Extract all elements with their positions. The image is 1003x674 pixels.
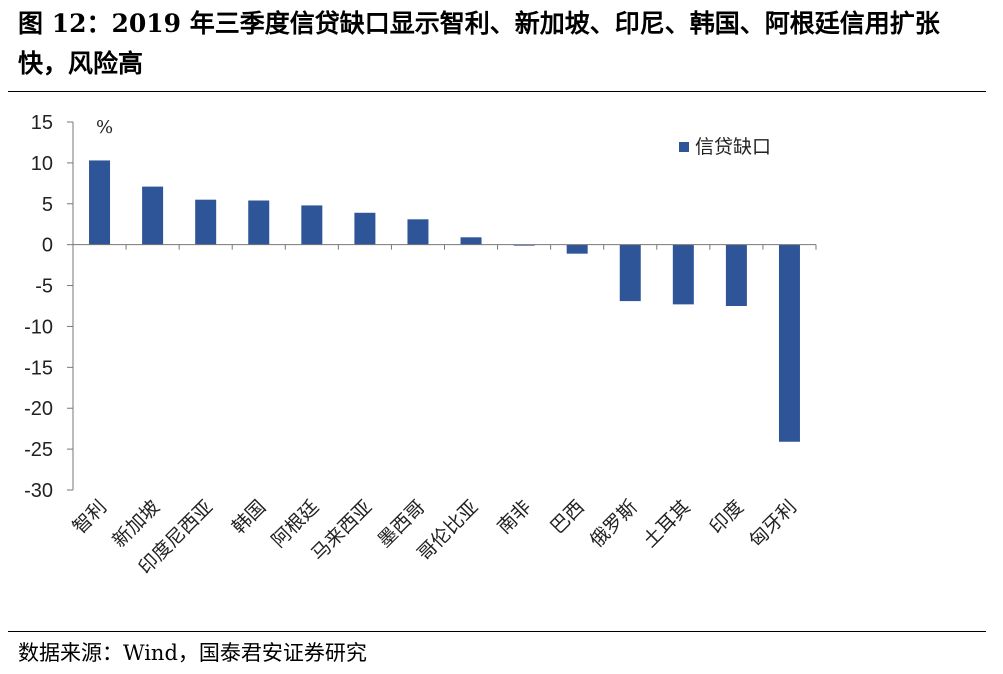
bar <box>619 244 641 302</box>
bar <box>672 244 694 305</box>
bottom-rule <box>8 631 986 632</box>
unit-label: % <box>96 117 113 138</box>
legend-swatch <box>679 142 689 152</box>
bar <box>89 160 111 245</box>
bar <box>460 237 482 245</box>
bars <box>89 160 800 442</box>
bar <box>248 200 270 245</box>
legend-label: 信贷缺口 <box>695 136 771 158</box>
y-tick-label: -30 <box>24 480 53 502</box>
category-label: 印度 <box>705 496 747 538</box>
bar <box>407 219 429 245</box>
figure-title: 图 12：2019 年三季度信贷缺口显示智利、新加坡、印尼、韩国、阿根廷信用扩张… <box>18 9 940 78</box>
category-label: 巴西 <box>546 496 588 538</box>
y-tick-label: 0 <box>42 235 53 257</box>
category-label: 韩国 <box>228 496 270 538</box>
y-tick-label: 10 <box>31 153 53 175</box>
category-label: 土耳其 <box>639 496 695 552</box>
category-label: 智利 <box>69 496 111 538</box>
y-tick-label: 5 <box>42 194 53 216</box>
legend: 信贷缺口 <box>679 136 771 158</box>
bar <box>566 244 588 254</box>
category-label: 南非 <box>493 496 535 538</box>
y-tick-label: -20 <box>24 398 53 420</box>
x-axis <box>72 244 817 250</box>
bar <box>354 212 376 245</box>
category-label: 匈牙利 <box>745 496 801 552</box>
y-tick-label: -15 <box>24 357 53 379</box>
y-tick-label: -5 <box>35 276 53 298</box>
bar <box>778 244 800 442</box>
y-tick-label: -10 <box>24 316 53 338</box>
bar <box>195 199 217 245</box>
bar <box>142 186 164 245</box>
y-tick-label: 15 <box>31 112 53 134</box>
y-tick-label: -25 <box>24 439 53 461</box>
source-note: 数据来源：Wind，国泰君安证券研究 <box>18 641 367 665</box>
top-rule <box>8 91 986 92</box>
category-label: 俄罗斯 <box>586 496 642 552</box>
bar <box>301 205 323 245</box>
bar <box>725 244 747 306</box>
y-axis: 15 10 5 0 -5 -10 -15 -20 -25 -30 <box>24 112 74 502</box>
